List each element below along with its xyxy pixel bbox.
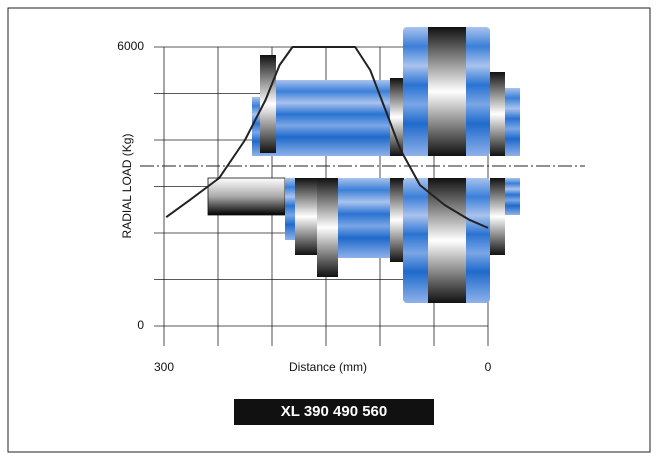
x-axis-label: Distance (mm) <box>289 360 367 374</box>
y-tick-label: 0 <box>137 318 144 332</box>
y-axis-label: RADIAL LOAD (Kg) <box>120 134 134 239</box>
model-box <box>234 399 434 425</box>
y-tick-label: 6000 <box>117 39 144 53</box>
foreground: RADIAL LOAD (Kg) Distance (mm) XL 390 49… <box>117 39 492 425</box>
gearbox-drawing <box>140 27 585 303</box>
x-tick-label: 0 <box>485 360 492 374</box>
load-curve <box>165 46 489 229</box>
model-label: XL 390 490 560 <box>281 403 387 420</box>
x-tick-label: 300 <box>154 360 174 374</box>
